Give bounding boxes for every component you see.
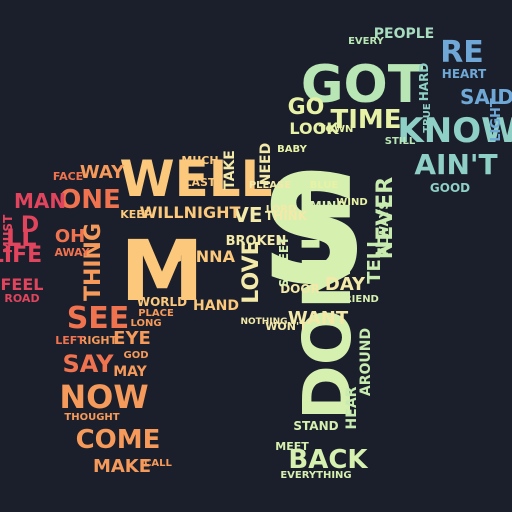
word-never: NEVER [373, 177, 398, 259]
word-need: NEED [258, 143, 274, 185]
word-feel: FEEL [1, 275, 44, 294]
word-tell: TELL [364, 236, 385, 284]
word-man: MAN [14, 189, 66, 213]
word-say: SAY [63, 350, 115, 378]
word-must: MUST [1, 214, 15, 253]
word-away: AWAY [54, 246, 90, 259]
word-s: S [260, 144, 368, 318]
word-want: WANT [288, 308, 349, 329]
word-long: LONG [130, 318, 161, 329]
word-around: AROUND [358, 328, 374, 396]
word-take: TAKE [222, 150, 238, 190]
word-wont: WON'T [265, 320, 307, 333]
word-baby: BABY [277, 144, 307, 155]
word-may: MAY [113, 364, 147, 380]
word-dont: DON'T [289, 189, 366, 420]
word-good: GOOD [430, 181, 470, 195]
word-got: GOT [301, 55, 424, 115]
word-thought: THOUGHT [64, 412, 119, 423]
word-look: LOOK [289, 119, 339, 138]
word-d: D [21, 213, 39, 238]
word-now: NOW [59, 378, 148, 416]
word-hear: HEAR [344, 386, 360, 429]
word-eye: EYE [113, 328, 151, 349]
word-last: LAST [185, 176, 216, 189]
word-know: KNOW [397, 111, 512, 151]
word-ve: VE [233, 203, 262, 227]
word-much: MUCH [181, 154, 218, 167]
word-road: ROAD [4, 292, 39, 305]
word-right: RIGHT [79, 334, 118, 347]
word-aint: AIN'T [414, 148, 497, 181]
word-go: GO [288, 95, 325, 120]
word-m: M [120, 222, 204, 320]
word-world: WORLD [137, 295, 187, 309]
word-mind: MIND [310, 199, 346, 213]
word-door: DOOR [280, 282, 320, 296]
word-face: FACE [53, 170, 83, 183]
word-street: STREET [277, 236, 291, 287]
word-love: LOVE [239, 240, 264, 303]
word-oh: OH [55, 226, 85, 247]
word-people: PEOPLE [374, 26, 434, 42]
word-thing: THING [81, 223, 106, 301]
word-heart: HEART [442, 67, 487, 81]
word-broken: BROKEN [226, 234, 287, 249]
word-nothing: NOTHING [240, 317, 287, 327]
word-please: PLEASE [249, 180, 291, 191]
word-stand: STAND [293, 419, 338, 433]
word-willnight: WILLNIGHT [140, 203, 241, 222]
word-meet: MEET [275, 440, 309, 453]
word-think: THINK [265, 209, 308, 223]
word-friend: FRIEND [337, 294, 379, 305]
word-town: TOWN [319, 124, 354, 135]
word-lord: LORD [266, 204, 297, 215]
word-every: EVERY [348, 36, 385, 47]
word-come: COME [76, 425, 161, 455]
word-left: LEFT [55, 334, 85, 347]
word-time: TIME [330, 105, 401, 135]
word-back: BACK [288, 445, 368, 475]
word-re: RE [440, 35, 484, 70]
word-ll: LL [6, 224, 37, 252]
word-hard: HARD [417, 63, 431, 102]
word-way: WAY [80, 162, 125, 183]
word-still: STILL [385, 136, 416, 147]
word-day: DAY [325, 274, 366, 295]
word-make: MAKE [93, 456, 151, 477]
word-light: LIGHT [489, 98, 504, 142]
word-well: WELL [119, 150, 272, 208]
word-true: TRUE [422, 103, 433, 133]
word-hand: HAND [193, 298, 239, 314]
word-wind: WIND [336, 197, 367, 208]
word-life: LIFE [0, 243, 42, 268]
word-gonna: GONNA [169, 247, 236, 266]
word-said: SAID [460, 85, 512, 109]
word-one: ONE [59, 185, 121, 215]
word-everything: EVERYTHING [280, 470, 351, 481]
word-blue: BLUE [310, 180, 339, 191]
word-see: SEE [67, 301, 130, 336]
word-god: GOD [123, 350, 148, 361]
word-keep: KEEP [120, 208, 152, 221]
word-call: CALL [144, 458, 172, 469]
word-always: ALWAYS [377, 201, 391, 255]
word-place: PLACE [138, 308, 174, 319]
